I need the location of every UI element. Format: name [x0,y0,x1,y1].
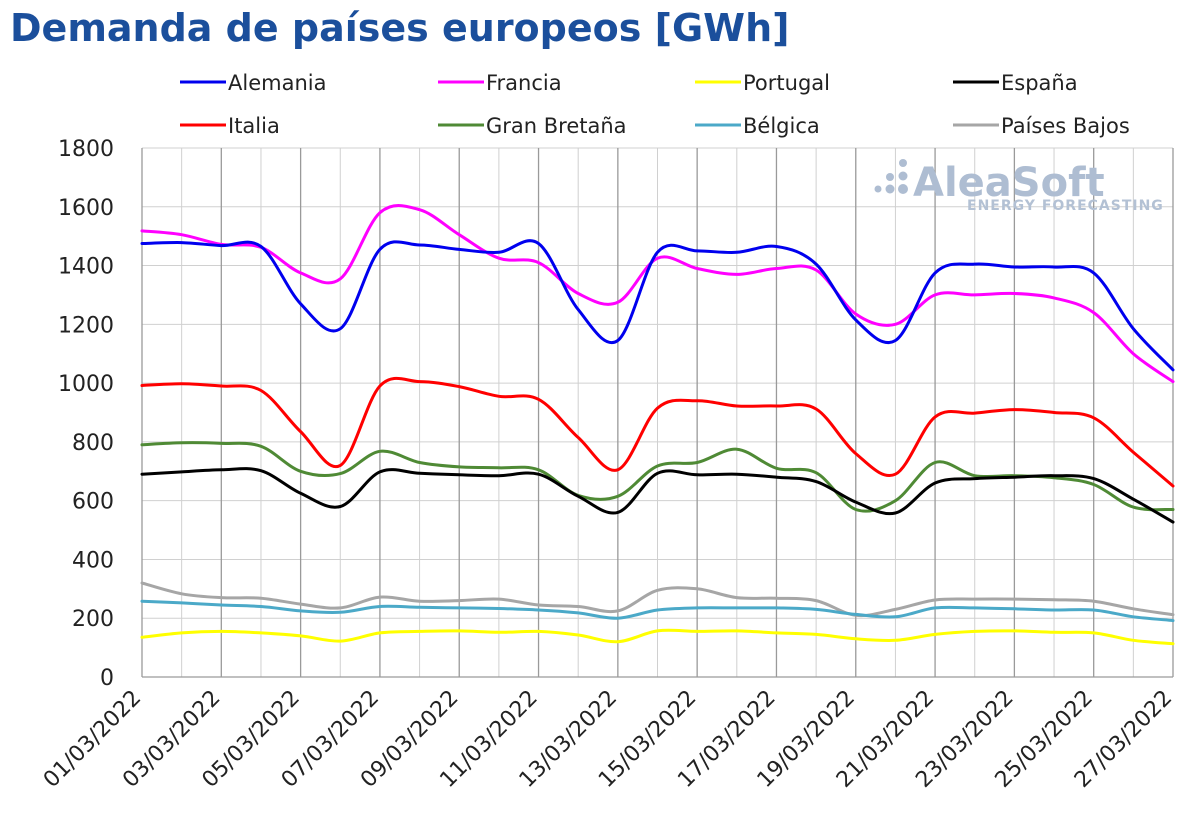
legend-item-portugal: Portugal [695,71,830,95]
y-tick-label: 1800 [58,137,114,162]
legend-label: Alemania [228,71,326,95]
y-tick-label: 200 [72,607,114,632]
series-line-paises-bajos [140,581,1175,618]
y-tick-label: 1000 [58,372,114,397]
y-tick-label: 1200 [58,313,114,338]
y-tick-label: 600 [72,490,114,515]
series-line-alemania [140,239,1175,372]
chart-title: Demanda de países europeos [GWh] [10,6,790,50]
series-line-belgica [140,599,1175,623]
series-line-francia [140,203,1175,384]
series-line-portugal [140,628,1175,646]
legend-item-belgica: Bélgica [695,114,820,138]
y-tick-label: 1600 [58,196,114,221]
y-tick-label: 1400 [58,255,114,280]
aleasoft-logo: AleaSoft ENERGY FORECASTING [874,159,1164,214]
legend-item-espana: España [953,71,1078,95]
logo-wordmark: AleaSoft [913,160,1105,206]
legend-label: Francia [486,71,562,95]
legend-item-gran-bretana: Gran Bretaña [438,114,627,138]
legend: Alemania Francia Portugal España Italia Gran … [180,71,1130,138]
legend-label: Bélgica [743,114,820,138]
legend-label: España [1001,71,1078,95]
legend-item-francia: Francia [438,71,562,95]
legend-item-alemania: Alemania [180,71,326,95]
legend-label: Italia [228,114,280,138]
series-line-espana [140,467,1175,524]
y-tick-label: 400 [72,548,114,573]
y-axis-ticks: 0 200 400 600 800 1000 1200 1400 1600 1800 [58,137,114,691]
legend-label: Gran Bretaña [486,114,627,138]
legend-label: Países Bajos [1001,114,1130,138]
gridlines [141,147,1174,678]
logo-tagline: ENERGY FORECASTING [967,198,1164,214]
legend-item-italia: Italia [180,114,280,138]
series-line-gran-bretana [140,441,1175,513]
logo-dots-icon [874,159,908,194]
x-axis-ticks: 01/03/202203/03/202205/03/202207/03/2022… [39,686,1177,793]
y-tick-label: 800 [72,431,114,456]
legend-label: Portugal [743,71,830,95]
series-line-italia [140,376,1175,488]
legend-item-paises-bajos: Países Bajos [953,114,1130,138]
y-tick-label: 0 [100,666,114,691]
series-lines [140,203,1175,646]
